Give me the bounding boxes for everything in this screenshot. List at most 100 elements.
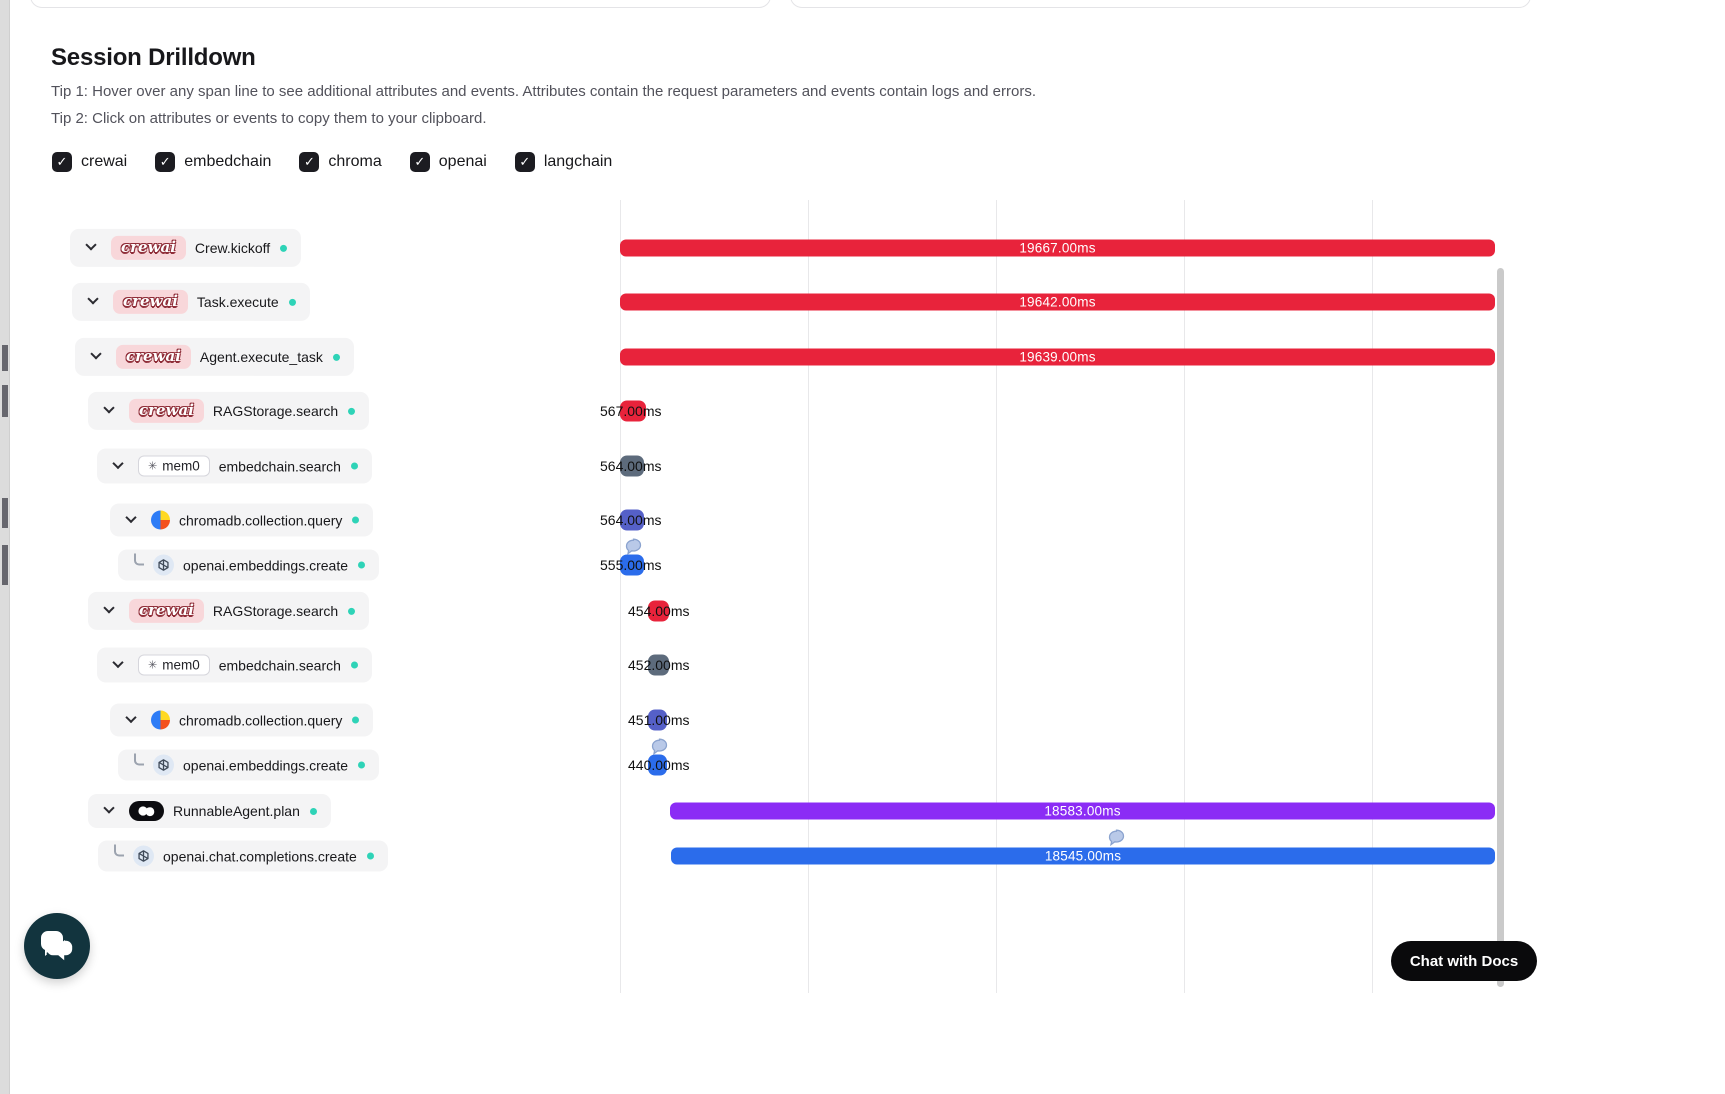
status-dot — [352, 516, 360, 524]
status-dot — [348, 607, 356, 615]
chevron-down-icon[interactable] — [125, 511, 137, 523]
span-label[interactable]: chromadb.collection.query — [110, 703, 374, 737]
span-bar[interactable] — [648, 754, 667, 776]
filter-label: embedchain — [184, 153, 272, 170]
filter-chroma[interactable]: ✓ chroma — [299, 152, 382, 172]
status-dot — [350, 462, 358, 470]
span-bar[interactable]: 19639.00ms — [620, 348, 1495, 366]
event-bubble-icon[interactable] — [625, 538, 642, 556]
mem0-icon: ✳ — [148, 659, 158, 672]
span-label[interactable]: ✳ mem0 embedchain.search — [97, 647, 372, 683]
chat-widget-button[interactable] — [24, 913, 90, 979]
chroma-logo-icon — [151, 510, 170, 530]
span-bar[interactable]: 19642.00ms — [620, 293, 1495, 311]
span-bar[interactable] — [620, 400, 646, 422]
crewai-logo-badge: crewai — [116, 344, 191, 370]
span-name: RAGStorage.search — [212, 603, 339, 619]
span-name: chromadb.collection.query — [179, 712, 343, 728]
framework-filters: ✓ crewai ✓ embedchain ✓ chroma ✓ openai ✓ langcha… — [52, 152, 612, 172]
span-label[interactable]: ✳ mem0 embedchain.search — [97, 448, 372, 484]
span-bar[interactable]: 18583.00ms — [670, 802, 1495, 820]
span-duration: 440.00ms — [628, 757, 690, 773]
page-edge-strip — [0, 0, 10, 1094]
filter-label: openai — [438, 153, 487, 170]
crewai-logo-badge: crewai — [129, 598, 204, 624]
edge-text-fragment — [2, 385, 8, 417]
span-label[interactable]: chromadb.collection.query — [110, 503, 374, 537]
span-bar[interactable] — [648, 600, 669, 622]
span-name: openai.chat.completions.create — [163, 848, 357, 864]
chevron-down-icon[interactable] — [103, 802, 115, 814]
filter-embedchain[interactable]: ✓ embedchain — [155, 152, 271, 172]
span-label[interactable]: crewai Agent.execute_task — [75, 337, 354, 377]
crewai-logo-badge: crewai — [113, 289, 188, 315]
filter-label: chroma — [328, 153, 382, 170]
span-name: chromadb.collection.query — [179, 512, 343, 528]
filter-label: crewai — [81, 153, 128, 170]
gridline — [808, 200, 809, 993]
span-duration: 18545.00ms — [1044, 848, 1122, 864]
status-dot — [288, 298, 296, 306]
tree-connector-icon — [134, 753, 144, 765]
span-duration: 555.00ms — [600, 557, 662, 573]
gridline — [620, 200, 621, 993]
vertical-scrollbar[interactable] — [1497, 268, 1504, 987]
span-label[interactable]: openai.embeddings.create — [118, 549, 380, 581]
span-bar[interactable] — [648, 709, 667, 731]
status-dot — [366, 852, 374, 860]
span-label[interactable]: crewai RAGStorage.search — [88, 591, 370, 631]
chevron-down-icon[interactable] — [103, 602, 115, 614]
chevron-down-icon[interactable] — [90, 348, 102, 360]
span-label[interactable]: openai.embeddings.create — [118, 749, 380, 781]
event-bubble-icon[interactable] — [1108, 829, 1125, 847]
filter-langchain[interactable]: ✓ langchain — [514, 152, 613, 172]
span-name: embedchain.search — [218, 657, 341, 673]
mem0-icon: ✳ — [148, 460, 158, 473]
span-label[interactable]: RunnableAgent.plan — [88, 794, 331, 828]
tree-connector-icon — [114, 844, 124, 856]
chevron-down-icon[interactable] — [112, 457, 124, 469]
span-duration: 564.00ms — [600, 512, 662, 528]
span-bar[interactable] — [620, 554, 644, 576]
span-bar[interactable] — [620, 455, 644, 477]
checkbox-checked-icon[interactable]: ✓ — [52, 152, 72, 172]
span-label[interactable]: crewai Task.execute — [72, 282, 310, 322]
chroma-logo-icon — [151, 710, 170, 730]
filter-label: langchain — [543, 153, 613, 170]
checkbox-checked-icon[interactable]: ✓ — [409, 152, 430, 172]
chevron-down-icon[interactable] — [112, 656, 124, 668]
chevron-down-icon[interactable] — [103, 402, 115, 414]
span-duration: 18583.00ms — [1044, 803, 1121, 819]
span-duration: 454.00ms — [628, 603, 690, 619]
span-label[interactable]: crewai RAGStorage.search — [88, 391, 370, 431]
checkbox-checked-icon[interactable]: ✓ — [299, 152, 320, 172]
span-name: embedchain.search — [218, 458, 341, 474]
span-label[interactable]: openai.chat.completions.create — [98, 840, 388, 872]
chat-with-docs-button[interactable]: Chat with Docs — [1391, 941, 1537, 981]
span-bar[interactable]: 19667.00ms — [620, 239, 1495, 257]
span-duration: 564.00ms — [600, 458, 662, 474]
openai-logo-icon — [133, 845, 154, 867]
filter-crewai[interactable]: ✓ crewai — [52, 152, 127, 172]
chevron-down-icon[interactable] — [87, 293, 99, 305]
span-bar[interactable] — [620, 509, 644, 531]
mem0-logo-badge: ✳ mem0 — [138, 654, 210, 676]
checkbox-checked-icon[interactable]: ✓ — [514, 152, 535, 172]
span-bar[interactable]: 18545.00ms — [671, 847, 1495, 865]
page-title: Session Drilldown — [51, 44, 256, 71]
chevron-down-icon[interactable] — [85, 239, 97, 251]
span-label[interactable]: crewai Crew.kickoff — [70, 228, 302, 268]
span-name: Agent.execute_task — [199, 349, 323, 365]
span-bar[interactable] — [648, 654, 669, 676]
checkbox-checked-icon[interactable]: ✓ — [155, 152, 176, 172]
span-name: RAGStorage.search — [212, 403, 339, 419]
span-duration: 19642.00ms — [1019, 294, 1096, 310]
chevron-down-icon[interactable] — [125, 711, 137, 723]
span-duration: 451.00ms — [628, 712, 690, 728]
event-bubble-icon[interactable] — [651, 738, 668, 756]
status-dot — [352, 716, 360, 724]
span-name: Task.execute — [196, 294, 279, 310]
filter-openai[interactable]: ✓ openai — [409, 152, 487, 172]
